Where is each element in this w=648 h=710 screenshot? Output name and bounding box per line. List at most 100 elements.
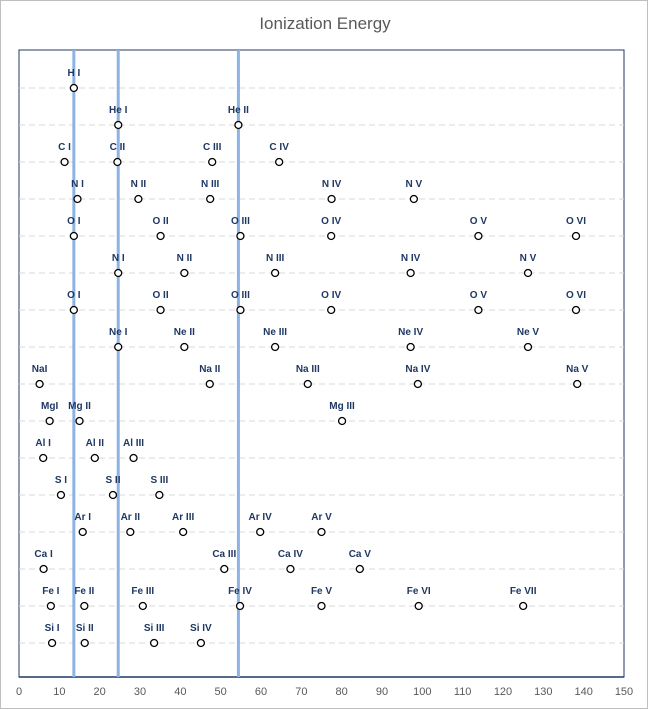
- data-point: [149, 638, 159, 648]
- data-point: [156, 231, 165, 241]
- data-label: MgI: [41, 401, 58, 412]
- data-label: Ne II: [174, 327, 195, 338]
- data-label: Fe VI: [407, 586, 431, 597]
- data-point: [108, 490, 118, 500]
- x-tick-label: 120: [494, 686, 512, 698]
- data-label: Fe V: [311, 586, 332, 597]
- data-label: Ar I: [74, 512, 91, 523]
- data-point: [236, 231, 245, 241]
- data-point: [236, 305, 245, 315]
- data-point: [317, 527, 326, 537]
- data-point: [235, 601, 245, 611]
- data-label: O I: [67, 290, 81, 301]
- data-point: [327, 194, 336, 204]
- data-point: [69, 231, 79, 241]
- x-tick-label: 70: [295, 686, 307, 698]
- data-label: O V: [470, 216, 488, 227]
- data-point: [573, 379, 582, 389]
- data-label: H I: [67, 68, 80, 79]
- x-tick-label: 40: [174, 686, 186, 698]
- data-label: Al II: [86, 438, 105, 449]
- data-label: Si I: [45, 623, 60, 634]
- data-label: Ne IV: [398, 327, 423, 338]
- data-label: Ne V: [517, 327, 540, 338]
- data-point: [208, 157, 217, 167]
- data-label: O VI: [566, 290, 586, 301]
- data-label: S I: [55, 475, 67, 486]
- data-point: [474, 231, 483, 241]
- data-label: Si III: [144, 623, 165, 634]
- data-label: S II: [105, 475, 120, 486]
- data-point: [35, 379, 44, 389]
- data-point: [355, 564, 364, 574]
- data-label: Ca IV: [278, 549, 303, 560]
- data-label: N III: [201, 179, 220, 190]
- data-label: O II: [153, 216, 169, 227]
- data-point: [409, 194, 419, 204]
- data-label: N IV: [401, 253, 421, 264]
- data-label: Na V: [566, 364, 589, 375]
- data-point: [270, 268, 280, 278]
- data-label: C II: [110, 142, 126, 153]
- data-point: [474, 305, 483, 315]
- data-label: Ar V: [311, 512, 332, 523]
- data-label: Fe II: [74, 586, 94, 597]
- x-tick-label: 10: [53, 686, 65, 698]
- data-point: [180, 342, 189, 352]
- data-label: O I: [67, 216, 81, 227]
- data-label: N V: [520, 253, 537, 264]
- data-point: [571, 231, 581, 241]
- data-label: O VI: [566, 216, 586, 227]
- data-point: [220, 564, 229, 574]
- data-label: Si II: [76, 623, 94, 634]
- data-point: [303, 379, 312, 389]
- x-tick-label: 110: [454, 686, 472, 698]
- data-label: Mg II: [68, 401, 91, 412]
- data-point: [69, 83, 79, 93]
- data-point: [205, 379, 214, 389]
- data-point: [274, 157, 284, 167]
- data-label: O IV: [321, 216, 341, 227]
- data-label: O III: [231, 290, 250, 301]
- data-point: [60, 157, 69, 167]
- data-label: N III: [266, 253, 285, 264]
- x-tick-label: 0: [16, 686, 22, 698]
- data-point: [523, 268, 533, 278]
- data-point: [113, 157, 122, 167]
- data-point: [327, 231, 336, 241]
- data-point: [327, 305, 336, 315]
- data-label: Ne I: [109, 327, 128, 338]
- data-label: O V: [470, 290, 488, 301]
- x-tick-label: 60: [255, 686, 267, 698]
- data-label: N V: [406, 179, 423, 190]
- data-point: [39, 453, 48, 463]
- data-point: [56, 490, 66, 500]
- data-label: O IV: [321, 290, 341, 301]
- data-label: Na III: [296, 364, 320, 375]
- data-point: [206, 194, 215, 204]
- data-point: [90, 453, 99, 463]
- data-point: [45, 416, 54, 426]
- data-point: [39, 564, 48, 574]
- data-point: [138, 601, 147, 611]
- data-point: [337, 416, 347, 426]
- x-tick-label: 20: [94, 686, 106, 698]
- data-point: [406, 342, 415, 352]
- data-point: [523, 342, 533, 352]
- data-point: [156, 305, 165, 315]
- data-point: [519, 601, 528, 611]
- data-label: N IV: [322, 179, 342, 190]
- data-label: Ca V: [349, 549, 372, 560]
- data-point: [256, 527, 265, 537]
- data-point: [78, 527, 87, 537]
- data-label: O III: [231, 216, 250, 227]
- data-label: Ar III: [172, 512, 194, 523]
- data-point: [413, 379, 423, 389]
- x-tick-label: 140: [574, 686, 592, 698]
- x-tick-label: 100: [413, 686, 431, 698]
- data-label: Si IV: [190, 623, 212, 634]
- data-label: He I: [109, 105, 128, 116]
- data-label: Al I: [35, 438, 51, 449]
